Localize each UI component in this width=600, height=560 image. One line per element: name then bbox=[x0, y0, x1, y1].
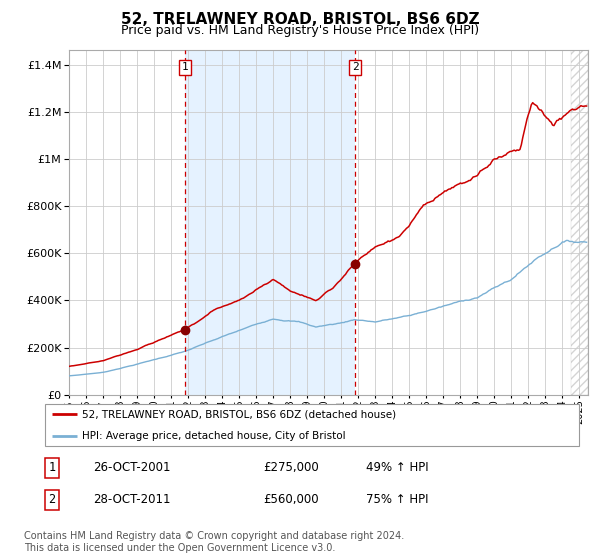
Text: 2: 2 bbox=[352, 63, 359, 72]
Text: 2: 2 bbox=[49, 493, 56, 506]
Text: 1: 1 bbox=[49, 461, 56, 474]
Text: Price paid vs. HM Land Registry's House Price Index (HPI): Price paid vs. HM Land Registry's House … bbox=[121, 24, 479, 36]
Text: £560,000: £560,000 bbox=[263, 493, 319, 506]
Text: 49% ↑ HPI: 49% ↑ HPI bbox=[366, 461, 428, 474]
Text: 28-OCT-2011: 28-OCT-2011 bbox=[94, 493, 171, 506]
FancyBboxPatch shape bbox=[45, 404, 580, 446]
Bar bbox=[185, 50, 355, 395]
Bar bbox=[571, 50, 588, 395]
Text: 52, TRELAWNEY ROAD, BRISTOL, BS6 6DZ (detached house): 52, TRELAWNEY ROAD, BRISTOL, BS6 6DZ (de… bbox=[83, 409, 397, 419]
Text: HPI: Average price, detached house, City of Bristol: HPI: Average price, detached house, City… bbox=[83, 431, 346, 441]
Text: 75% ↑ HPI: 75% ↑ HPI bbox=[366, 493, 428, 506]
Text: 1: 1 bbox=[182, 63, 188, 72]
Text: 26-OCT-2001: 26-OCT-2001 bbox=[94, 461, 171, 474]
Text: £275,000: £275,000 bbox=[263, 461, 319, 474]
Text: Contains HM Land Registry data © Crown copyright and database right 2024.
This d: Contains HM Land Registry data © Crown c… bbox=[24, 531, 404, 553]
Text: 52, TRELAWNEY ROAD, BRISTOL, BS6 6DZ: 52, TRELAWNEY ROAD, BRISTOL, BS6 6DZ bbox=[121, 12, 479, 27]
